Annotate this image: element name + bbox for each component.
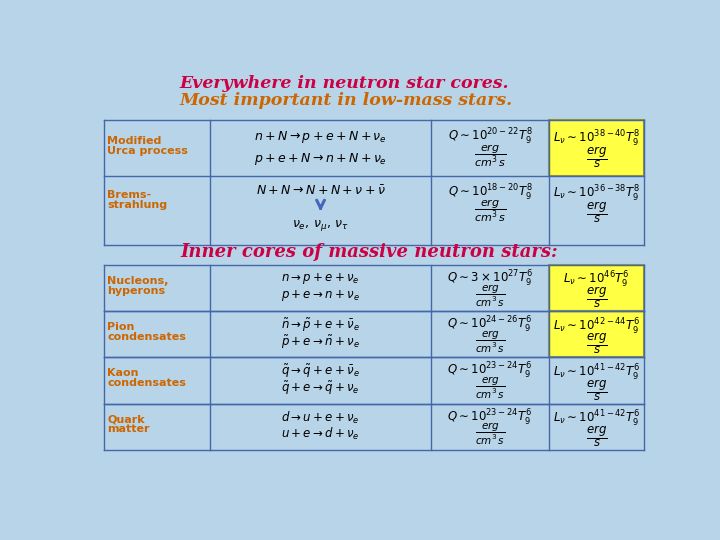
Text: Everywhere in neutron star cores.: Everywhere in neutron star cores. xyxy=(179,75,508,92)
Text: Urca process: Urca process xyxy=(107,146,188,156)
Text: condensates: condensates xyxy=(107,332,186,342)
Text: Pion: Pion xyxy=(107,322,135,332)
Text: $\dfrac{erg}{cm^3\, s}$: $\dfrac{erg}{cm^3\, s}$ xyxy=(474,283,505,309)
Text: $n+N \rightarrow p+e+N+\nu_e$: $n+N \rightarrow p+e+N+\nu_e$ xyxy=(254,129,387,145)
Text: matter: matter xyxy=(107,424,150,434)
Text: $Q \sim 10^{18-20}T_9^8$: $Q \sim 10^{18-20}T_9^8$ xyxy=(448,183,532,202)
Bar xyxy=(549,311,644,357)
Text: $\dfrac{erg}{s}$: $\dfrac{erg}{s}$ xyxy=(585,423,607,449)
Text: strahlung: strahlung xyxy=(107,200,167,210)
Text: Quark: Quark xyxy=(107,414,145,424)
Text: condensates: condensates xyxy=(107,378,186,388)
Text: $\tilde{p}+e \rightarrow \tilde{n}+\nu_e$: $\tilde{p}+e \rightarrow \tilde{n}+\nu_e… xyxy=(282,333,360,350)
Text: $p+e+N \rightarrow n+N+\nu_e$: $p+e+N \rightarrow n+N+\nu_e$ xyxy=(254,151,387,167)
Bar xyxy=(549,265,644,311)
Text: $Q \sim 10^{24-26}T_9^6$: $Q \sim 10^{24-26}T_9^6$ xyxy=(447,315,532,335)
Text: $\dfrac{erg}{s}$: $\dfrac{erg}{s}$ xyxy=(585,377,607,403)
Text: hyperons: hyperons xyxy=(107,286,165,296)
Text: $Q \sim 3\times10^{27}T_9^6$: $Q \sim 3\times10^{27}T_9^6$ xyxy=(447,269,533,289)
Text: $\dfrac{erg}{cm^3\, s}$: $\dfrac{erg}{cm^3\, s}$ xyxy=(474,329,505,355)
Text: $\dfrac{erg}{s}$: $\dfrac{erg}{s}$ xyxy=(585,144,607,170)
Text: $L_\nu \sim 10^{38-40}T_9^8$: $L_\nu \sim 10^{38-40}T_9^8$ xyxy=(553,129,640,149)
Text: $\dfrac{erg}{cm^3\, s}$: $\dfrac{erg}{cm^3\, s}$ xyxy=(474,198,506,224)
Text: $\tilde{q} \rightarrow \tilde{q}+e+\bar{\nu}_e$: $\tilde{q} \rightarrow \tilde{q}+e+\bar{… xyxy=(281,362,360,380)
Text: Kaon: Kaon xyxy=(107,368,138,378)
Text: $L_\nu \sim 10^{41-42}T_9^6$: $L_\nu \sim 10^{41-42}T_9^6$ xyxy=(553,409,640,429)
Text: $\tilde{n} \rightarrow \tilde{p}+e+\bar{\nu}_e$: $\tilde{n} \rightarrow \tilde{p}+e+\bar{… xyxy=(282,316,360,334)
Text: $\dfrac{erg}{cm^3\, s}$: $\dfrac{erg}{cm^3\, s}$ xyxy=(474,375,505,401)
Text: $L_\nu \sim 10^{36-38}T_9^8$: $L_\nu \sim 10^{36-38}T_9^8$ xyxy=(553,184,640,204)
Text: $N+N \rightarrow N+N+\nu+\bar{\nu}$: $N+N \rightarrow N+N+\nu+\bar{\nu}$ xyxy=(256,184,385,198)
Text: Nucleons,: Nucleons, xyxy=(107,276,168,286)
Text: Most important in low-mass stars.: Most important in low-mass stars. xyxy=(179,92,512,109)
Text: $\dfrac{erg}{s}$: $\dfrac{erg}{s}$ xyxy=(585,285,607,310)
Text: Modified: Modified xyxy=(107,136,161,146)
Text: $u+e \rightarrow d+\nu_e$: $u+e \rightarrow d+\nu_e$ xyxy=(282,427,360,442)
Text: $Q \sim 10^{23-24}T_9^6$: $Q \sim 10^{23-24}T_9^6$ xyxy=(447,361,532,381)
Text: $L_\nu \sim 10^{41-42}T_9^6$: $L_\nu \sim 10^{41-42}T_9^6$ xyxy=(553,363,640,383)
Text: $p+e \rightarrow n+\nu_e$: $p+e \rightarrow n+\nu_e$ xyxy=(282,288,360,303)
Text: Inner cores of massive neutron stars:: Inner cores of massive neutron stars: xyxy=(180,244,558,261)
Text: $\nu_e,\, \nu_\mu,\, \nu_\tau$: $\nu_e,\, \nu_\mu,\, \nu_\tau$ xyxy=(292,218,349,233)
Bar xyxy=(549,120,644,176)
Text: $L_\nu \sim 10^{46}T_9^6$: $L_\nu \sim 10^{46}T_9^6$ xyxy=(563,271,630,291)
Text: $Q \sim 10^{20-22}T_9^8$: $Q \sim 10^{20-22}T_9^8$ xyxy=(448,127,532,147)
Text: $\dfrac{erg}{s}$: $\dfrac{erg}{s}$ xyxy=(585,200,607,226)
Text: $\tilde{q}+e \rightarrow \tilde{q}+\nu_e$: $\tilde{q}+e \rightarrow \tilde{q}+\nu_e… xyxy=(282,380,360,397)
Text: $\dfrac{erg}{cm^3\, s}$: $\dfrac{erg}{cm^3\, s}$ xyxy=(474,421,505,448)
Text: $\dfrac{erg}{s}$: $\dfrac{erg}{s}$ xyxy=(585,330,607,356)
Text: $d \rightarrow u+e+\nu_e$: $d \rightarrow u+e+\nu_e$ xyxy=(282,409,360,426)
Text: $\dfrac{erg}{cm^3\, s}$: $\dfrac{erg}{cm^3\, s}$ xyxy=(474,143,506,169)
Text: $L_\nu \sim 10^{42-44}T_9^6$: $L_\nu \sim 10^{42-44}T_9^6$ xyxy=(553,316,640,336)
Text: $n \rightarrow p+e+\nu_e$: $n \rightarrow p+e+\nu_e$ xyxy=(282,272,360,286)
Text: Brems-: Brems- xyxy=(107,190,151,200)
Text: $Q \sim 10^{23-24}T_9^6$: $Q \sim 10^{23-24}T_9^6$ xyxy=(447,407,532,428)
